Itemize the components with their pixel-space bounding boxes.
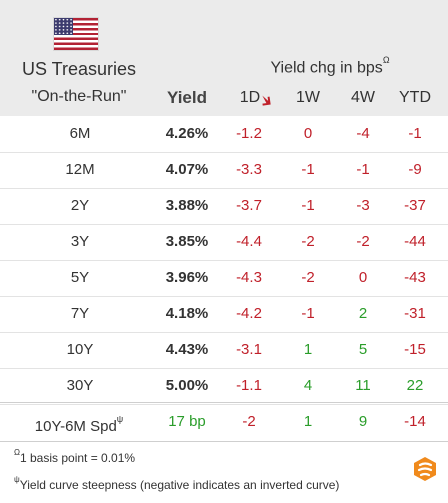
yield-value: 5.00%: [165, 377, 209, 394]
yield-value: 4.43%: [165, 341, 209, 358]
table-header: US Treasuries "On-the-Run" Yield Yield c…: [0, 0, 448, 116]
tenor-label: 5Y: [70, 269, 90, 286]
table-row: 5Y 3.96% -4.3 -2 0 -43: [0, 260, 448, 297]
yield-value: 4.07%: [165, 161, 209, 178]
change-4w: -4: [356, 125, 370, 142]
column-header-4w[interactable]: 4W: [351, 89, 375, 106]
spread-row: 10Y-6M Spdψ 17 bp -2 1 9 -14: [0, 402, 448, 442]
us-flag-icon: [54, 18, 98, 50]
change-4w: 5: [358, 341, 368, 358]
spread-value: 17 bp: [168, 413, 206, 430]
yield-column-header: Yield: [167, 88, 207, 107]
change-1w: -2: [301, 269, 315, 286]
table-row: 7Y 4.18% -4.2 -1 2 -31: [0, 296, 448, 333]
table-row: 12M 4.07% -3.3 -1 -1 -9: [0, 152, 448, 189]
change-4w: -1: [356, 161, 370, 178]
change-1d: -1.2: [236, 125, 262, 142]
change-1w: 1: [303, 341, 313, 358]
change-1d: -4.4: [236, 233, 262, 250]
change-ytd: -9: [408, 161, 422, 178]
footnote-basis-point: Ω1 basis point = 0.01%: [14, 448, 136, 465]
change-ytd: -44: [404, 233, 426, 250]
yield-value: 3.88%: [165, 197, 209, 214]
change-1d: -4.3: [236, 269, 262, 286]
spread-1w: 1: [303, 413, 313, 430]
tenor-label: 2Y: [70, 197, 90, 214]
change-1w: -1: [301, 197, 315, 214]
change-1w: -1: [301, 161, 315, 178]
change-ytd: -31: [404, 305, 426, 322]
yield-value: 4.18%: [165, 305, 209, 322]
change-4w: -3: [356, 197, 370, 214]
change-1w: -2: [301, 233, 315, 250]
tenor-label: 3Y: [70, 233, 90, 250]
table-row: 10Y 4.43% -3.1 1 5 -15: [0, 332, 448, 369]
change-1w: -1: [301, 305, 315, 322]
tenor-label: 6M: [69, 125, 91, 142]
table-row: 30Y 5.00% -1.1 4 11 22: [0, 368, 448, 405]
change-ytd: -1: [408, 125, 422, 142]
change-ytd: -43: [404, 269, 426, 286]
column-header-1d[interactable]: 1D: [239, 89, 261, 106]
change-ytd: 22: [406, 377, 424, 394]
change-4w: 11: [355, 377, 371, 394]
spread-4w: 9: [358, 413, 368, 430]
change-4w: -2: [356, 233, 370, 250]
table-row: 3Y 3.85% -4.4 -2 -2 -44: [0, 224, 448, 261]
change-1w: 4: [303, 377, 313, 394]
tenor-label: 7Y: [70, 305, 90, 322]
change-1d: -3.3: [236, 161, 262, 178]
table-subtitle: "On-the-Run": [31, 88, 127, 105]
footnote-curve-steepness: ψYield curve steepness (negative indicat…: [14, 475, 340, 492]
change-4w: 0: [358, 269, 368, 286]
tenor-label: 10Y: [66, 341, 94, 358]
change-ytd: -15: [404, 341, 426, 358]
table-row: 2Y 3.88% -3.7 -1 -3 -37: [0, 188, 448, 225]
brand-logo-icon[interactable]: [412, 456, 438, 482]
change-ytd: -37: [404, 197, 426, 214]
spread-ytd: -14: [404, 413, 426, 430]
tenor-label: 30Y: [66, 377, 94, 394]
change-1d: -3.1: [236, 341, 262, 358]
change-1d: -3.7: [236, 197, 262, 214]
change-4w: 2: [358, 305, 368, 322]
table-row: 6M 4.26% -1.2 0 -4 -1: [0, 116, 448, 153]
table-title: US Treasuries: [21, 59, 137, 79]
change-1d: -4.2: [236, 305, 262, 322]
arrow-down-icon: [262, 95, 271, 106]
yield-value: 3.96%: [165, 269, 209, 286]
spread-label: 10Y-6M Spdψ: [34, 414, 124, 435]
change-1d: -1.1: [236, 377, 262, 394]
spread-1d: -2: [242, 413, 256, 430]
column-header-1w[interactable]: 1W: [296, 89, 320, 106]
tenor-label: 12M: [65, 161, 95, 178]
change-1w: 0: [303, 125, 313, 142]
yield-value: 4.26%: [165, 125, 209, 142]
yield-change-header: Yield chg in bpsΩ: [270, 55, 390, 77]
column-header-ytd[interactable]: YTD: [399, 89, 431, 106]
yield-value: 3.85%: [165, 233, 209, 250]
